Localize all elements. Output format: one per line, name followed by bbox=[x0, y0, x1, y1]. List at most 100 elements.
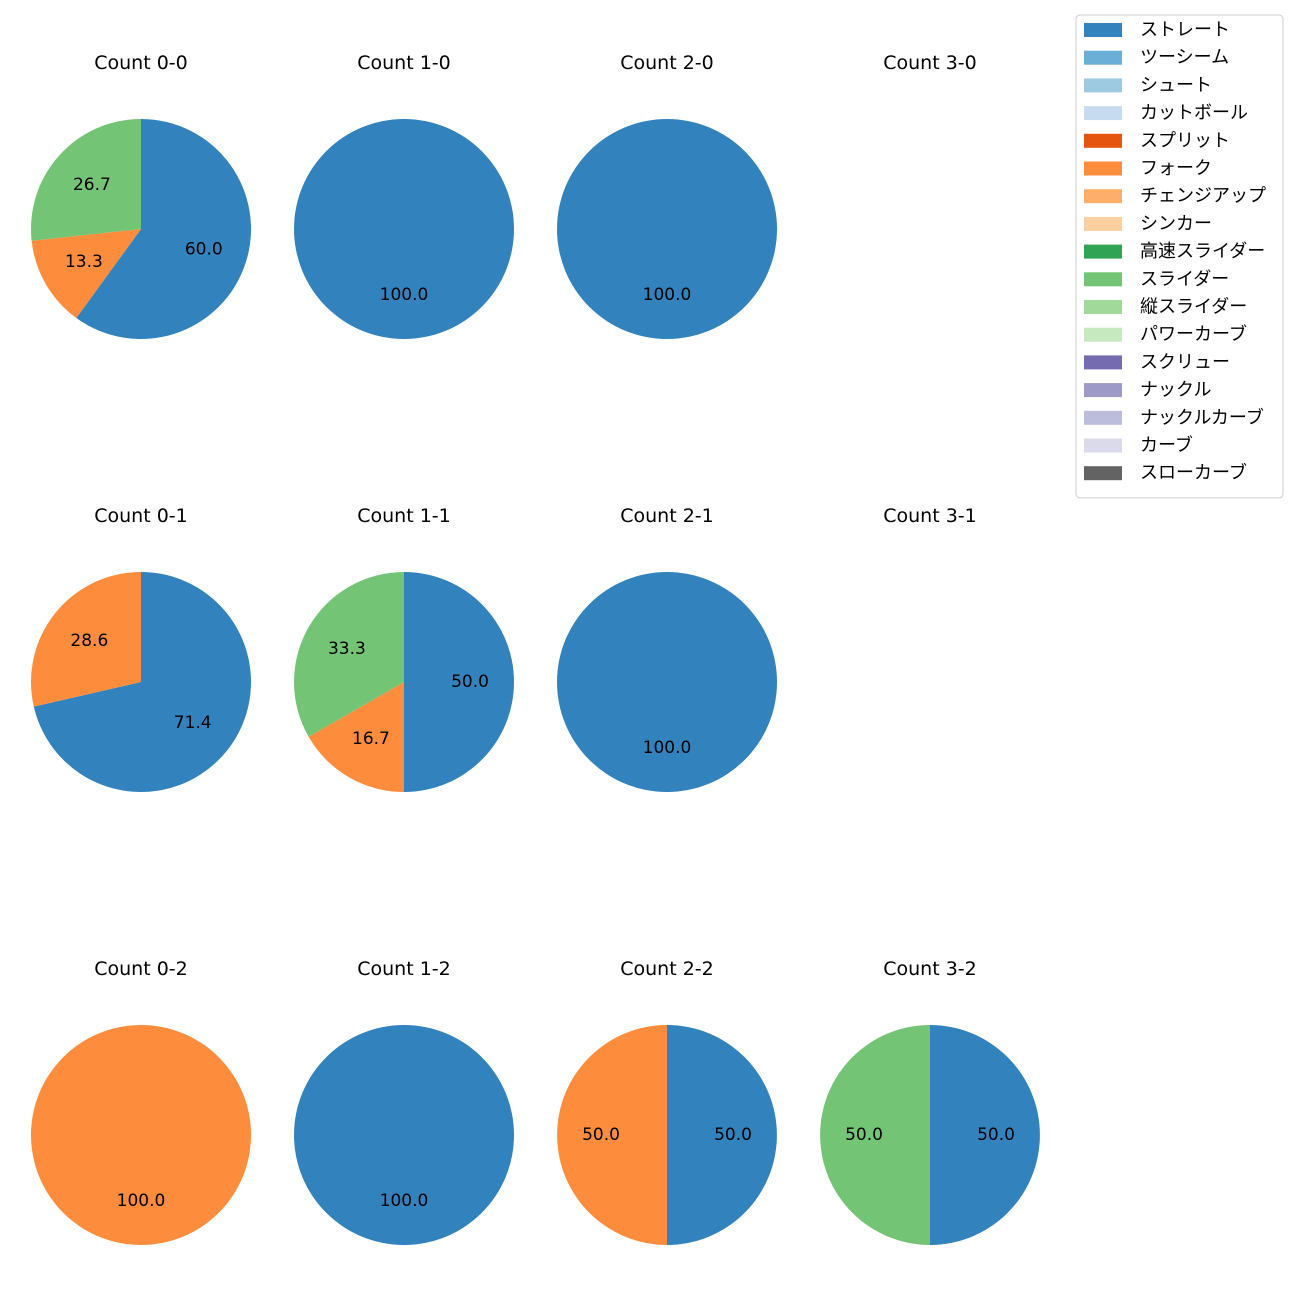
legend-label: ナックルカーブ bbox=[1140, 406, 1264, 428]
pie-slice bbox=[557, 572, 777, 792]
legend-item: シュート bbox=[1084, 75, 1212, 96]
legend-item: フォーク bbox=[1084, 158, 1212, 179]
pie-panel: Count 0-1 71.4 28.6 bbox=[30, 505, 251, 792]
legend-item: ツーシーム bbox=[1084, 47, 1229, 68]
pie-slice bbox=[30, 572, 141, 707]
legend-label: パワーカーブ bbox=[1140, 323, 1247, 345]
legend-swatch bbox=[1084, 355, 1122, 370]
legend-item: カーブ bbox=[1084, 434, 1193, 456]
legend-label: ツーシーム bbox=[1140, 47, 1229, 68]
legend-swatch bbox=[1084, 438, 1122, 453]
pie-title: Count 0-2 bbox=[94, 958, 188, 980]
legend-item: スクリュー bbox=[1084, 352, 1230, 373]
pie-slice bbox=[557, 1025, 667, 1245]
legend-label: カットボール bbox=[1140, 103, 1248, 124]
slice-percent-label: 33.3 bbox=[328, 639, 366, 659]
pie-title: Count 3-1 bbox=[883, 505, 977, 527]
pie-panel: Count 1-1 50.0 16.7 33.3 bbox=[293, 505, 514, 792]
pie-slice bbox=[30, 119, 142, 241]
pie-slice bbox=[404, 572, 514, 792]
slice-percent-label: 71.4 bbox=[174, 713, 212, 733]
pie-title: Count 2-0 bbox=[620, 52, 714, 74]
pie-title: Count 1-2 bbox=[357, 958, 451, 980]
legend-label: スクリュー bbox=[1140, 352, 1230, 373]
pie-panel: Count 0-0 60.0 13.3 26.7 bbox=[30, 52, 251, 339]
slice-percent-label: 16.7 bbox=[352, 729, 390, 749]
legend-label: 高速スライダー bbox=[1140, 241, 1265, 262]
legend-item: スプリット bbox=[1084, 130, 1230, 151]
slice-percent-label: 100.0 bbox=[117, 1191, 166, 1211]
pie-panel: Count 2-2 50.0 50.0 bbox=[557, 958, 777, 1245]
slice-percent-label: 60.0 bbox=[185, 239, 223, 259]
pie-title: Count 1-1 bbox=[357, 505, 451, 527]
pie-slice bbox=[33, 572, 251, 792]
legend-label: チェンジアップ bbox=[1140, 186, 1266, 207]
legend-swatch bbox=[1084, 327, 1122, 342]
slice-percent-label: 26.7 bbox=[73, 175, 111, 195]
legend-swatch bbox=[1084, 161, 1122, 176]
legend-item: チェンジアップ bbox=[1084, 186, 1266, 207]
pie-title: Count 0-0 bbox=[94, 52, 188, 74]
legend-label: シュート bbox=[1140, 75, 1212, 96]
slice-percent-label: 50.0 bbox=[845, 1125, 883, 1145]
legend-swatch bbox=[1084, 106, 1122, 121]
pie-slice bbox=[294, 119, 514, 339]
slice-percent-label: 50.0 bbox=[451, 672, 489, 692]
legend-frame bbox=[1075, 14, 1284, 499]
slice-percent-label: 50.0 bbox=[582, 1125, 620, 1145]
slice-percent-label: 100.0 bbox=[643, 738, 692, 758]
pie-panel: Count 3-2 50.0 50.0 bbox=[820, 958, 1040, 1245]
legend: ストレートツーシームシュートカットボールスプリットフォークチェンジアップシンカー… bbox=[1075, 14, 1284, 499]
slice-percent-label: 100.0 bbox=[643, 285, 692, 305]
legend-label: カーブ bbox=[1140, 434, 1193, 456]
legend-item: ナックル bbox=[1084, 380, 1211, 401]
pie-slice bbox=[31, 1025, 251, 1245]
pie-panel: Count 1-2 100.0 bbox=[294, 958, 514, 1245]
legend-label: 縦スライダー bbox=[1140, 297, 1247, 318]
legend-item: 縦スライダー bbox=[1084, 297, 1247, 318]
legend-label: スプリット bbox=[1140, 130, 1230, 151]
slice-percent-label: 50.0 bbox=[714, 1125, 752, 1145]
legend-item: スライダー bbox=[1084, 269, 1229, 290]
slice-percent-label: 28.6 bbox=[70, 631, 108, 651]
pie-slice bbox=[293, 572, 404, 737]
pie-panel: Count 3-0 bbox=[883, 52, 977, 74]
legend-swatch bbox=[1084, 23, 1122, 37]
pie-panel: Count 2-1 100.0 bbox=[557, 505, 777, 792]
legend-label: スライダー bbox=[1140, 269, 1229, 290]
legend-swatch bbox=[1084, 410, 1122, 425]
pie-slice bbox=[31, 229, 141, 318]
pie-title: Count 0-1 bbox=[94, 505, 188, 527]
legend-label: ナックル bbox=[1140, 380, 1211, 401]
legend-swatch bbox=[1084, 300, 1122, 314]
legend-swatch bbox=[1084, 50, 1122, 65]
legend-swatch bbox=[1084, 216, 1122, 231]
pie-title: Count 3-2 bbox=[883, 958, 977, 980]
legend-label: シンカー bbox=[1140, 213, 1212, 234]
slice-percent-label: 50.0 bbox=[977, 1125, 1015, 1145]
pie-slice bbox=[308, 682, 404, 792]
pie-slice bbox=[294, 1025, 514, 1245]
legend-label: ストレート bbox=[1140, 20, 1230, 41]
legend-item: シンカー bbox=[1084, 213, 1212, 234]
legend-item: ストレート bbox=[1084, 20, 1230, 41]
legend-item: 高速スライダー bbox=[1084, 241, 1265, 262]
pie-slice bbox=[930, 1025, 1040, 1245]
legend-item: ナックルカーブ bbox=[1084, 406, 1264, 428]
pie-title: Count 2-1 bbox=[620, 505, 714, 527]
legend-swatch bbox=[1084, 272, 1122, 287]
pie-title: Count 2-2 bbox=[620, 958, 714, 980]
pie-panel: Count 1-0 100.0 bbox=[294, 52, 514, 339]
legend-swatch bbox=[1084, 466, 1122, 481]
legend-label: フォーク bbox=[1140, 158, 1212, 179]
legend-item: カットボール bbox=[1084, 103, 1248, 124]
pie-slice bbox=[667, 1025, 777, 1245]
legend-swatch bbox=[1084, 78, 1122, 93]
legend-swatch bbox=[1084, 189, 1122, 204]
legend-item: パワーカーブ bbox=[1084, 323, 1247, 345]
legend-swatch bbox=[1084, 383, 1122, 398]
pie-slice bbox=[820, 1025, 930, 1245]
legend-label: スローカーブ bbox=[1140, 462, 1247, 484]
